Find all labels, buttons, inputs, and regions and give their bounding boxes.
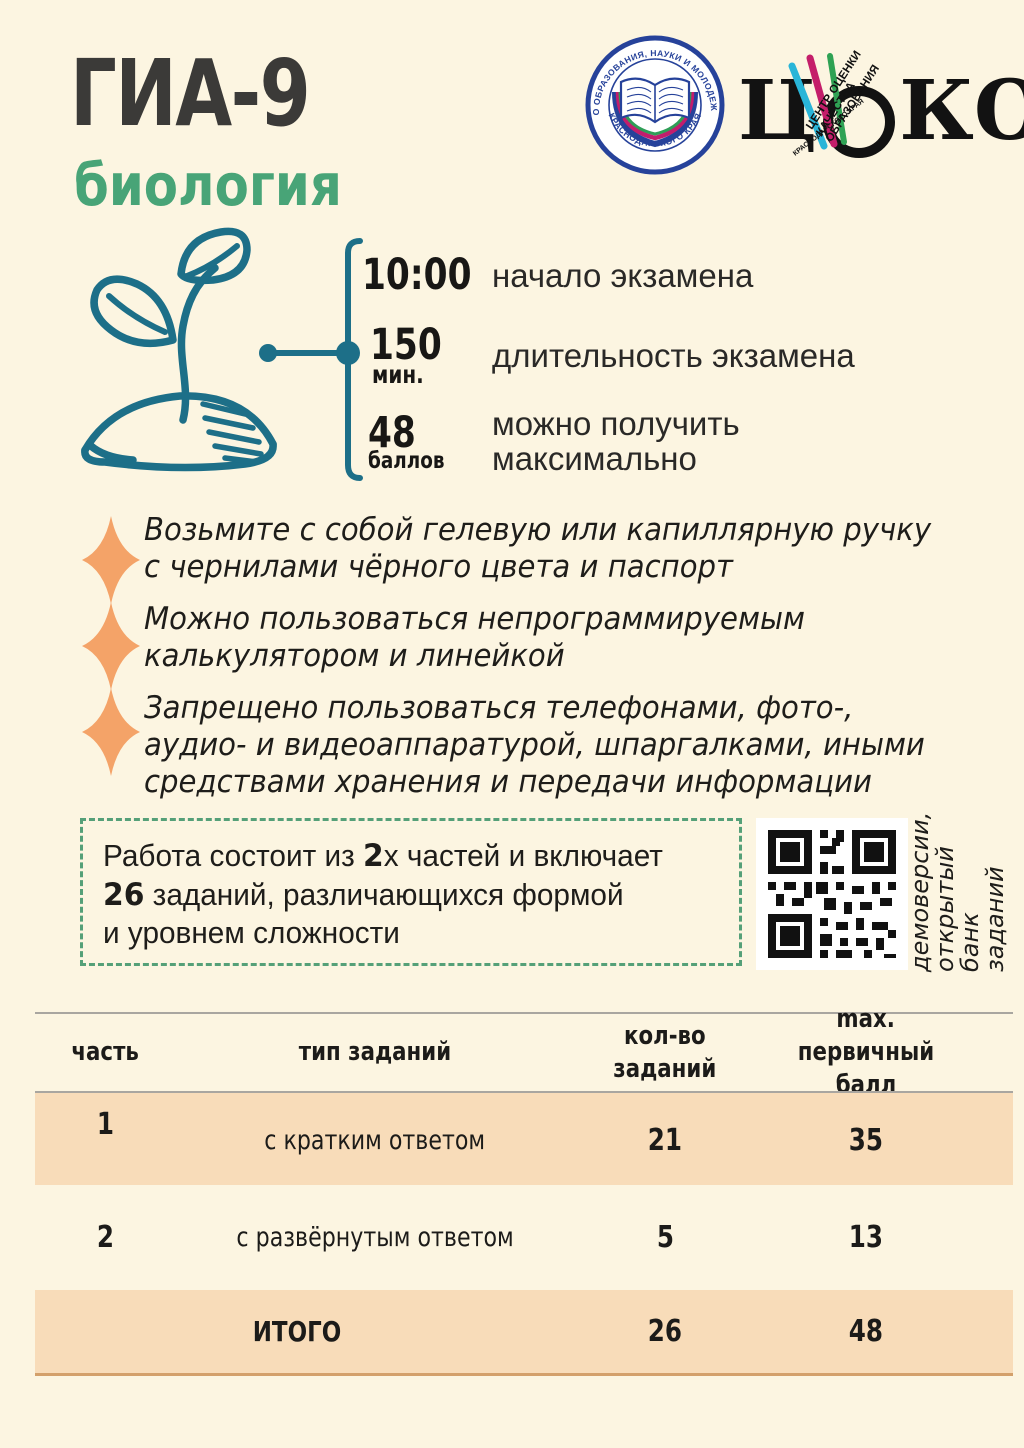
star-bullets-icon (82, 516, 140, 776)
table-header-bottom-line (35, 1091, 1013, 1093)
row2-count: 5 (656, 1220, 674, 1255)
fact-score-unit: баллов (368, 448, 445, 474)
header-count: кол-во заданий (613, 1020, 717, 1084)
table-row-1: 1 с кратким ответом 21 35 (35, 1093, 1013, 1185)
table-row-2: 2 с развёрнутым ответом 5 13 (35, 1185, 1013, 1290)
sprout-plant-icon (81, 227, 277, 472)
work-structure-text: Работа состоит из 2х частей и включает 2… (103, 838, 663, 950)
rule-forbidden-devices: Запрещено пользоваться телефонами, фото-… (144, 690, 925, 800)
table-total-row: ИТОГО 26 48 (35, 1290, 1013, 1373)
timeline-bracket-icon (259, 238, 363, 481)
tsoko-pen-strokes-icon (788, 53, 847, 150)
fact-duration-label: длительность экзамена (492, 337, 855, 374)
tsoko-letters: Ц К О (738, 70, 1024, 158)
rule-calculator-ruler: Можно пользоваться непрограммируемым кал… (144, 601, 805, 674)
work-structure-box: Работа состоит из 2х частей и включает 2… (80, 818, 742, 966)
header-part: часть (71, 1037, 139, 1067)
total-count: 26 (647, 1314, 683, 1349)
fact-score-label: можно получить максимально (492, 405, 740, 477)
page-subject: биология (74, 151, 342, 219)
page-title: ГИА-9 (70, 40, 311, 147)
qr-caption: демоверсии, открытый банк заданий (906, 811, 1009, 972)
open-book-icon (612, 77, 698, 148)
qr-code (756, 818, 908, 970)
row2-max: 13 (848, 1220, 884, 1255)
total-max: 48 (848, 1314, 884, 1349)
row1-type: с кратким ответом (264, 1125, 486, 1156)
tsoko-letter-o: О (973, 63, 1024, 159)
fact-time-label: начало экзамена (492, 257, 754, 294)
row1-count: 21 (647, 1123, 683, 1158)
rule-pen-passport: Возьмите с собой гелевую или капиллярную… (144, 512, 932, 585)
table-header-row: часть тип заданий кол-во заданий max. пе… (35, 1004, 1013, 1100)
tsoko-letter-ts: Ц (738, 63, 818, 159)
header-type: тип заданий (298, 1037, 452, 1067)
header-max: max. первичный балл (797, 1004, 935, 1100)
table-top-line (35, 1012, 1013, 1014)
fact-score-value: 48 (368, 408, 416, 458)
tsoko-logo: Ц К О ЦЕНТР ОЦЕНКИ КАЧЕСТВА ОБРАЗОВАНИЯ … (738, 49, 1024, 166)
row1-part: 1 (96, 1107, 114, 1142)
qr-code-icon (756, 818, 908, 970)
tsoko-letter-k: К (899, 63, 974, 159)
table-bottom-line (35, 1373, 1013, 1376)
fact-duration-unit: мин. (372, 360, 424, 389)
fact-time-value: 10:00 (362, 250, 472, 300)
row1-max: 35 (848, 1123, 884, 1158)
total-label: ИТОГО (252, 1315, 342, 1348)
ministry-logo-icon: МИНИСТЕРСТВО ОБРАЗОВАНИЯ, НАУКИ И МОЛОДЕ… (584, 34, 725, 175)
fact-duration-value: 150 (370, 320, 442, 370)
row2-part: 2 (96, 1220, 114, 1255)
row2-type: с развёрнутым ответом (236, 1222, 514, 1253)
ministry-logo: МИНИСТЕРСТВО ОБРАЗОВАНИЯ, НАУКИ И МОЛОДЕ… (584, 34, 726, 176)
